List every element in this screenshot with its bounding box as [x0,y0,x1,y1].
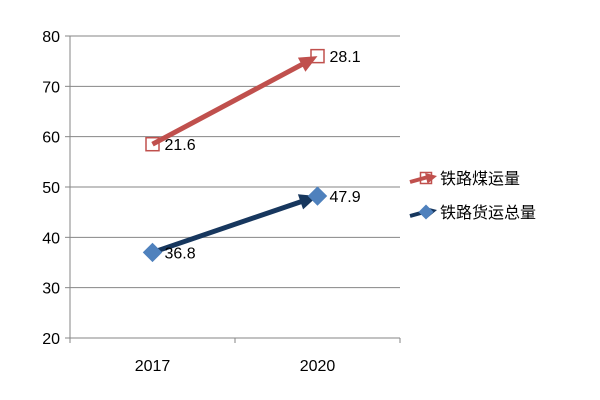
axes [69,36,401,343]
series-0: 21.6 28.1 [145,48,361,154]
series-line [151,198,304,255]
y-tick-label: 20 [42,331,60,348]
series-1: 36.8 47.9 [142,186,361,263]
data-label: 28.1 [330,49,361,66]
series-line [151,61,305,147]
y-axis-tick-labels: 20 30 40 50 60 70 80 [42,29,60,348]
legend-line [409,175,429,184]
x-tick-label: 2017 [135,358,171,375]
legend-item-0: 铁路煤运量 [409,169,520,188]
data-label: 21.6 [165,137,196,154]
y-tick-label: 60 [42,130,60,147]
y-tick-label: 80 [42,29,60,46]
y-tick-label: 40 [42,230,60,247]
data-label: 47.9 [330,189,361,206]
grid [65,35,400,339]
y-tick-label: 70 [42,79,60,96]
data-point-marker [142,242,163,263]
data-point-marker [310,48,325,64]
legend-marker [418,204,434,220]
legend-label: 铁路煤运量 [440,169,520,188]
x-axis-tick-labels: 2017 2020 [135,358,336,375]
y-tick-label: 50 [42,180,60,197]
legend-item-1: 铁路货运总量 [409,203,536,222]
data-point-marker [145,136,160,152]
x-tick-label: 2020 [300,358,336,375]
data-label: 36.8 [165,245,196,262]
y-tick-label: 30 [42,281,60,298]
series-arrowhead [297,56,318,72]
data-point-marker [307,186,328,206]
series-group: 21.6 28.1 36.8 47.9 [142,48,361,263]
legend-label: 铁路货运总量 [440,203,536,222]
legend-marker [419,171,433,185]
